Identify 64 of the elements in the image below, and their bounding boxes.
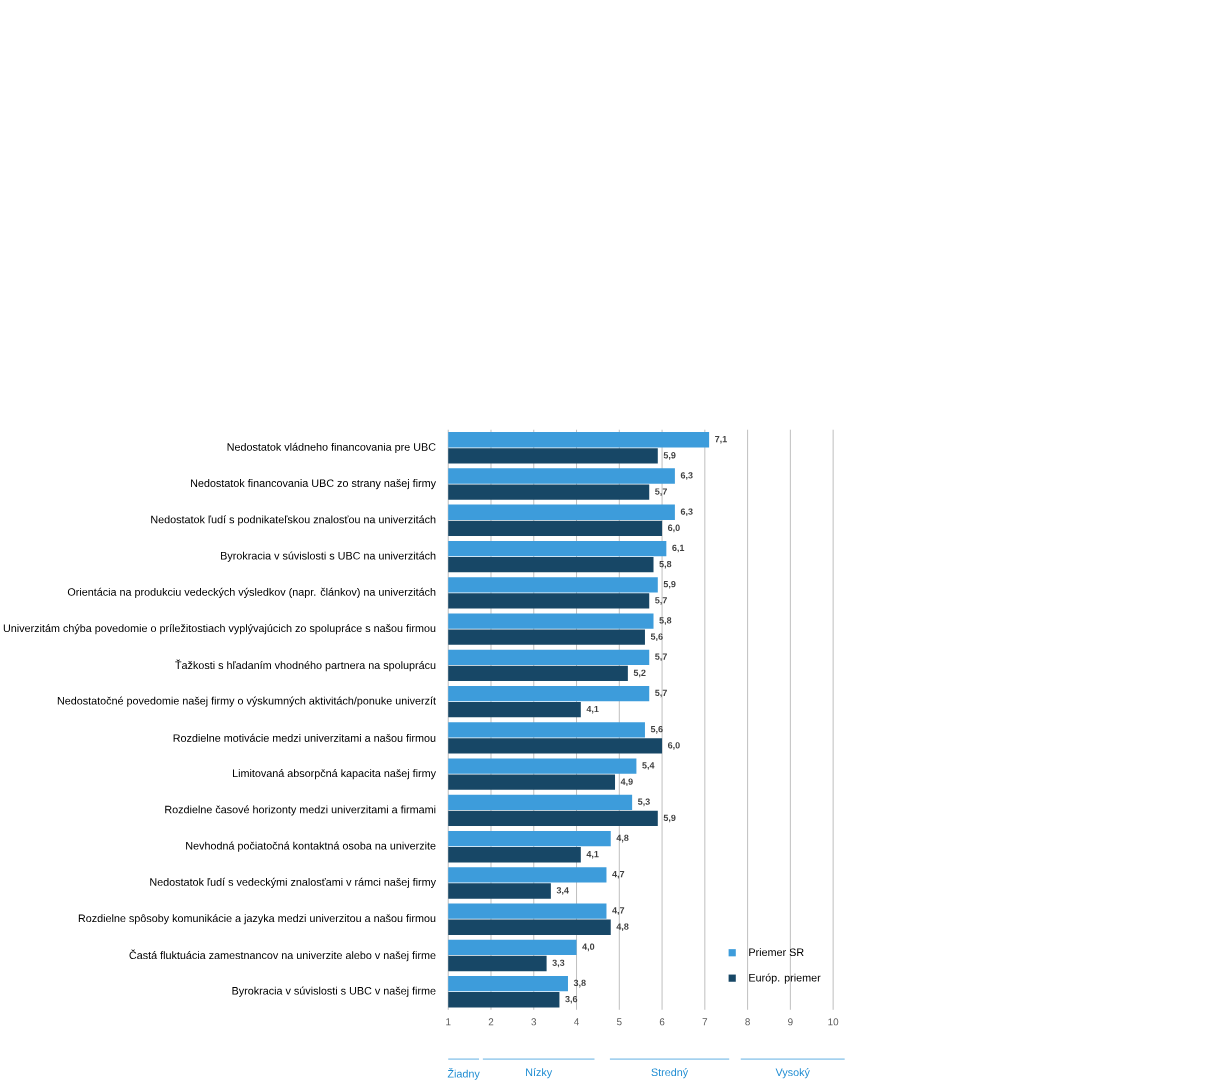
data-label: 5,6	[650, 726, 663, 734]
data-label: 4,1	[586, 706, 599, 714]
y-tick-label: Limitovaná absorpčná kapacita našej firmy	[233, 769, 436, 780]
x-tick-label: 4	[574, 1018, 579, 1026]
y-tick-label: Orientácia na produkciu vedeckých výsledkov (napr. článkov) na univerzitách	[67, 587, 436, 599]
data-label: 5,4	[642, 762, 655, 770]
x-tick-label: 9	[788, 1018, 793, 1026]
data-label: 5,8	[659, 561, 672, 569]
data-label: 5,9	[663, 814, 676, 823]
data-label: 4,7	[612, 871, 625, 879]
y-tick-label: Rozdielne motivácie medzi univerzitami a našou firmou	[173, 734, 436, 743]
data-label: 5,8	[659, 617, 672, 626]
data-label: 3,8	[573, 979, 586, 988]
x-tick-label: 7	[702, 1018, 708, 1026]
x-tick-label: 8	[745, 1018, 750, 1026]
x-tick-label: 1	[446, 1018, 451, 1026]
data-label: 4,1	[586, 851, 599, 859]
data-label: 4,8	[616, 923, 629, 932]
y-tick-label: Univerzitám chýba povedomie o príležitostiach vyplývajúcich zo spolupráce s našou firmou	[3, 624, 436, 635]
y-tick-label: Nedostatočné povedomie našej firmy o výskumných aktivitách/ponuke univerzít	[57, 696, 436, 707]
data-label: 3,4	[556, 887, 569, 895]
y-tick-label: Častá fluktuácia zamestnancov na univerzite alebo v našej firme	[129, 949, 436, 962]
y-tick-label: Rozdielne časové horizonty medzi univerzitami a firmami	[165, 805, 436, 816]
data-label: 3,6	[565, 996, 578, 1004]
text: Žiadny	[447, 1068, 480, 1080]
data-label: 3,3	[552, 959, 565, 968]
data-label: 5,9	[663, 581, 676, 589]
data-label: 5,7	[655, 689, 667, 698]
text: Nízky	[526, 1068, 553, 1079]
data-label: 4,7	[612, 907, 625, 915]
x-tick-label: 3	[531, 1018, 537, 1026]
x-tick-label: 5	[616, 1018, 622, 1026]
data-label: 5,6	[650, 633, 663, 642]
data-label: 4,8	[616, 834, 629, 843]
y-tick-label: Rozdielne spôsoby komunikácie a jazyka medzi univerzitou a našou firmou	[78, 914, 436, 925]
data-label: 6,3	[680, 472, 693, 480]
data-label: 5,7	[655, 653, 667, 662]
data-label: 5,9	[663, 452, 676, 460]
x-tick-label: 2	[488, 1018, 494, 1026]
y-tick-label: Byrokracia v súvislosti s UBC na univerzitách	[221, 551, 436, 562]
data-label: 5,3	[637, 798, 650, 807]
data-label: 6,0	[667, 524, 680, 533]
data-label: 6,1	[672, 544, 685, 553]
text: Vysoký	[775, 1068, 810, 1079]
y-tick-label: Nedostatok ľudí s podnikateľskou znalosťou na univerzitách	[151, 515, 436, 526]
data-label: 6,3	[680, 508, 693, 517]
x-tick-label: 6	[659, 1018, 665, 1026]
data-label: 5,2	[633, 669, 646, 678]
x-tick-label: 10	[828, 1018, 839, 1026]
data-label: 7,1	[715, 436, 727, 444]
y-tick-label: Nedostatok vládneho financovania pre UBC	[227, 442, 436, 454]
data-label: 4,9	[620, 778, 633, 787]
legend-label: Priemer SR	[749, 948, 804, 957]
legend-label: Európ. priemer	[749, 973, 821, 984]
data-label: 5,7	[655, 597, 667, 605]
y-tick-label: Byrokracia v súvislosti s UBC v našej firme	[232, 986, 436, 997]
text: Stredný	[651, 1068, 689, 1079]
y-tick-label: Nedostatok ľudí s vedeckými znalosťami v rámci našej firmy	[150, 877, 436, 889]
data-label: 5,7	[655, 488, 667, 497]
y-tick-label: Ťažkosti s hľadaním vhodného partnera na spoluprácu	[175, 659, 436, 672]
data-label: 6,0	[667, 742, 680, 750]
y-tick-label: Nevhodná počiatočná kontaktná osoba na univerzite	[186, 841, 436, 852]
data-label: 4,0	[582, 943, 595, 952]
y-tick-label: Nedostatok financovania UBC zo strany našej firmy	[191, 479, 437, 490]
